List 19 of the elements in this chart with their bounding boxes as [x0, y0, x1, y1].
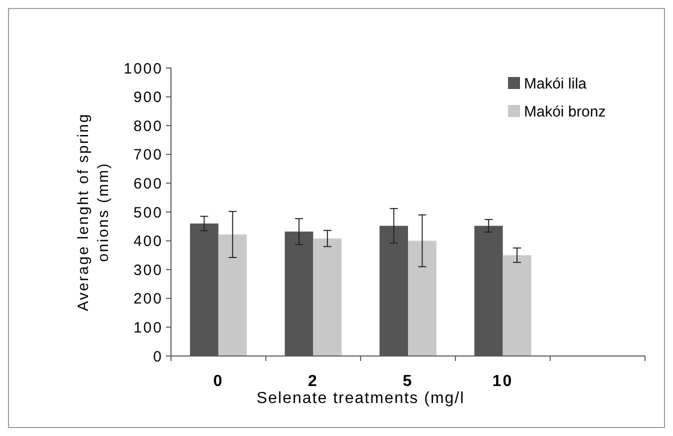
- x-tick-label: 2: [308, 373, 318, 390]
- y-tick-label: 700: [133, 146, 163, 164]
- y-tick-label: 600: [133, 175, 163, 192]
- y-tick-label: 900: [133, 89, 163, 106]
- y-tick-label: 0: [153, 348, 163, 366]
- y-tick-label: 100: [133, 319, 163, 336]
- y-axis-title: Average lenght of spring onions (mm): [75, 112, 112, 312]
- x-tick-label: 0: [213, 373, 224, 390]
- y-tick-label: 300: [133, 262, 163, 279]
- legend-label: Makói lila: [524, 75, 588, 92]
- y-tick-label: 500: [133, 204, 163, 222]
- y-tick-label: 200: [133, 290, 163, 308]
- x-tick-label: 10: [492, 373, 514, 390]
- legend-label: Makói bronz: [524, 103, 606, 120]
- x-tick-label: 5: [402, 373, 414, 390]
- x-axis-title: Selenate treatments (mg/l: [256, 390, 465, 407]
- y-tick-label: 1000: [124, 60, 163, 78]
- y-tick-label: 800: [133, 118, 163, 135]
- y-tick-label: 400: [133, 233, 163, 250]
